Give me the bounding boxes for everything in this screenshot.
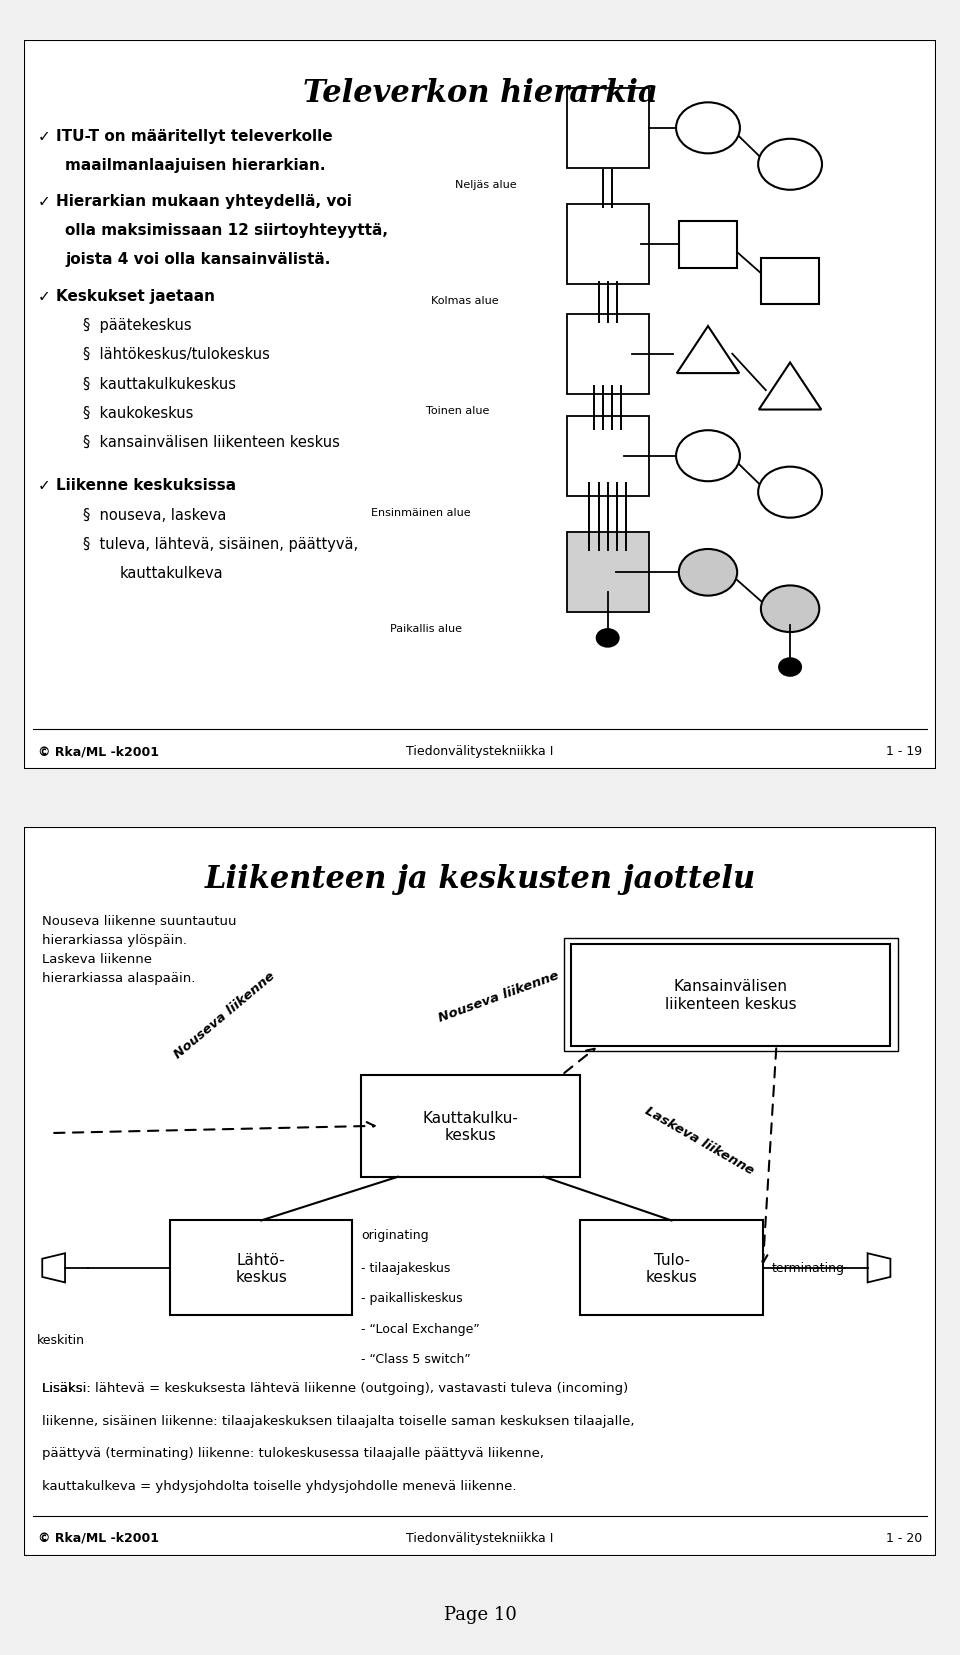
Circle shape xyxy=(597,631,618,647)
Text: Tiedonvälitystekniikka I: Tiedonvälitystekniikka I xyxy=(406,745,554,758)
Circle shape xyxy=(676,103,740,154)
Text: © Rka/ML -k2001: © Rka/ML -k2001 xyxy=(37,745,158,758)
Bar xyxy=(761,258,819,305)
Text: Nouseva liikenne suuntautuu
hierarkiassa ylöspäin.
Laskeva liikenne
hierarkiassa: Nouseva liikenne suuntautuu hierarkiassa… xyxy=(42,915,237,985)
Polygon shape xyxy=(677,326,739,374)
FancyBboxPatch shape xyxy=(24,41,936,770)
Text: ✓ Keskukset jaetaan: ✓ Keskukset jaetaan xyxy=(37,288,215,305)
Bar xyxy=(566,417,649,496)
Text: Nouseva liikenne: Nouseva liikenne xyxy=(172,968,277,1061)
Circle shape xyxy=(679,549,737,596)
Text: ✓ Hierarkian mukaan yhteydellä, voi: ✓ Hierarkian mukaan yhteydellä, voi xyxy=(37,194,351,209)
Bar xyxy=(566,89,649,169)
Text: 1 - 20: 1 - 20 xyxy=(886,1531,923,1544)
Text: §  kauttakulkukeskus: § kauttakulkukeskus xyxy=(84,376,236,391)
Text: Nouseva liikenne: Nouseva liikenne xyxy=(436,968,561,1024)
Text: §  kansainvälisen liikenteen keskus: § kansainvälisen liikenteen keskus xyxy=(84,434,340,450)
Text: maailmanlaajuisen hierarkian.: maailmanlaajuisen hierarkian. xyxy=(65,157,325,172)
Text: terminating: terminating xyxy=(772,1261,845,1274)
Text: kauttakulkeva: kauttakulkeva xyxy=(120,566,224,581)
Text: Kolmas alue: Kolmas alue xyxy=(431,296,498,306)
Text: §  lähtökeskus/tulokeskus: § lähtökeskus/tulokeskus xyxy=(84,348,270,362)
Bar xyxy=(583,427,633,487)
Text: Lisäksi:: Lisäksi: xyxy=(42,1380,95,1394)
Bar xyxy=(580,1221,762,1316)
Bar xyxy=(599,553,616,592)
Text: Ensinmäinen alue: Ensinmäinen alue xyxy=(372,508,471,518)
Polygon shape xyxy=(868,1253,891,1283)
Text: Liikenteen ja keskusten jaottelu: Liikenteen ja keskusten jaottelu xyxy=(204,864,756,895)
Text: §  kaukokeskus: § kaukokeskus xyxy=(84,405,194,420)
Circle shape xyxy=(758,139,822,190)
Bar xyxy=(566,314,649,394)
Text: Lisäksi: lähtevä = keskuksesta lähtevä liikenne (outgoing), vastavasti tuleva (i: Lisäksi: lähtevä = keskuksesta lähtevä l… xyxy=(42,1380,629,1394)
Bar xyxy=(679,222,737,268)
Polygon shape xyxy=(42,1253,65,1283)
Text: originating: originating xyxy=(362,1228,429,1241)
Bar xyxy=(564,938,898,1053)
FancyBboxPatch shape xyxy=(24,828,936,1556)
Text: Toinen alue: Toinen alue xyxy=(425,405,490,415)
Text: - “Class 5 switch”: - “Class 5 switch” xyxy=(362,1352,471,1365)
Text: §  päätekeskus: § päätekeskus xyxy=(84,318,192,333)
Circle shape xyxy=(676,430,740,482)
Text: joista 4 voi olla kansainvälistä.: joista 4 voi olla kansainvälistä. xyxy=(65,252,330,268)
Text: Lähtö-
keskus: Lähtö- keskus xyxy=(235,1251,287,1284)
Text: © Rka/ML -k2001: © Rka/ML -k2001 xyxy=(37,1531,158,1544)
Text: liikenne, sisäinen liikenne: tilaajakeskuksen tilaajalta toiselle saman keskukse: liikenne, sisäinen liikenne: tilaajakesk… xyxy=(42,1413,635,1427)
Text: Kauttakulku-
keskus: Kauttakulku- keskus xyxy=(423,1111,518,1142)
Text: Neljäs alue: Neljäs alue xyxy=(455,180,516,190)
Polygon shape xyxy=(759,362,821,410)
Circle shape xyxy=(780,659,801,677)
Text: §  tuleva, lähtevä, sisäinen, päättyvä,: § tuleva, lähtevä, sisäinen, päättyvä, xyxy=(84,536,358,551)
Text: Tiedonvälitystekniikka I: Tiedonvälitystekniikka I xyxy=(406,1531,554,1544)
Bar xyxy=(591,548,624,597)
Text: 1 - 19: 1 - 19 xyxy=(886,745,923,758)
Text: - “Local Exchange”: - “Local Exchange” xyxy=(362,1322,480,1336)
Text: Page 10: Page 10 xyxy=(444,1605,516,1622)
Text: ✓ Liikenne keskuksissa: ✓ Liikenne keskuksissa xyxy=(37,478,236,493)
Bar xyxy=(571,943,891,1046)
Bar xyxy=(583,543,633,602)
Circle shape xyxy=(761,586,819,632)
Bar xyxy=(575,422,640,492)
Text: §  nouseva, laskeva: § nouseva, laskeva xyxy=(84,506,227,523)
Text: Laskeva liikenne: Laskeva liikenne xyxy=(642,1104,756,1177)
Bar xyxy=(575,210,640,280)
Text: Tulo-
keskus: Tulo- keskus xyxy=(645,1251,698,1284)
Text: keskitin: keskitin xyxy=(36,1334,84,1347)
Bar xyxy=(583,324,633,384)
Text: päättyvä (terminating) liikenne: tulokeskusessa tilaajalle päättyvä liikenne,: päättyvä (terminating) liikenne: tulokes… xyxy=(42,1446,544,1460)
Bar xyxy=(575,538,640,607)
Text: kauttakulkeva = yhdysjohdolta toiselle yhdysjohdolle menevä liikenne.: kauttakulkeva = yhdysjohdolta toiselle y… xyxy=(42,1480,516,1493)
Bar xyxy=(591,432,624,482)
Bar xyxy=(575,319,640,389)
Text: Televerkon hierarkia: Televerkon hierarkia xyxy=(302,78,658,109)
Bar xyxy=(362,1076,580,1177)
Text: - tilaajakeskus: - tilaajakeskus xyxy=(362,1261,451,1274)
Text: olla maksimissaan 12 siirtoyhteyyttä,: olla maksimissaan 12 siirtoyhteyyttä, xyxy=(65,223,388,238)
Text: Kansainvälisen
liikenteen keskus: Kansainvälisen liikenteen keskus xyxy=(665,978,797,1011)
Bar xyxy=(566,205,649,285)
Text: Paikallis alue: Paikallis alue xyxy=(390,624,462,634)
Circle shape xyxy=(758,467,822,518)
Text: - paikalliskeskus: - paikalliskeskus xyxy=(362,1291,463,1304)
Text: ✓ ITU-T on määritellyt televerkolle: ✓ ITU-T on määritellyt televerkolle xyxy=(37,129,332,144)
Bar xyxy=(170,1221,352,1316)
Bar xyxy=(566,533,649,612)
